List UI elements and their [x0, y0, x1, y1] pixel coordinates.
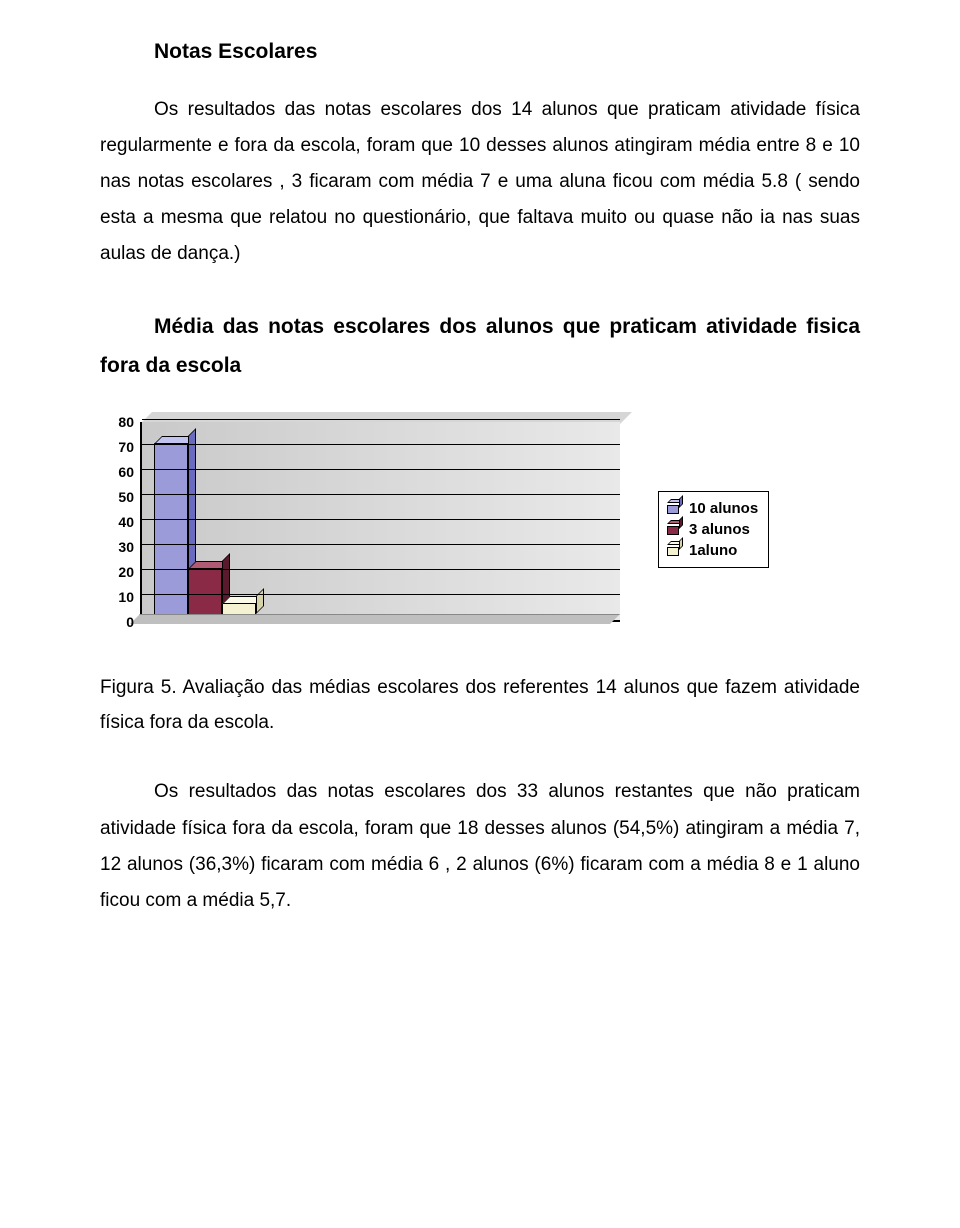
- legend-swatch: [667, 523, 683, 535]
- chart-container: 0 10 20 30 40 50 60 70 80 10 alunos 3 alunos 1alun…: [100, 414, 860, 644]
- legend-label: 3 alunos: [689, 521, 750, 538]
- bar-side: [256, 588, 264, 614]
- chart-gridline: [142, 419, 620, 420]
- paragraph-1: Os resultados das notas escolares dos 14…: [100, 92, 860, 272]
- chart-y-tick-label: 0: [100, 614, 134, 630]
- chart-y-tick-label: 40: [100, 514, 134, 530]
- legend-swatch: [667, 502, 683, 514]
- legend-label: 1aluno: [689, 542, 737, 559]
- chart-gridline: [142, 444, 620, 445]
- page-title: Notas Escolares: [100, 40, 860, 64]
- document-page: Notas Escolares Os resultados das notas …: [0, 0, 960, 1007]
- chart-y-tick-label: 60: [100, 464, 134, 480]
- legend-swatch: [667, 544, 683, 556]
- chart-y-tick-label: 20: [100, 564, 134, 580]
- chart-legend: 10 alunos 3 alunos 1aluno: [658, 491, 769, 568]
- chart-title-text: Média das notas escolares dos alunos que…: [100, 308, 860, 386]
- chart-y-tick-label: 80: [100, 414, 134, 430]
- legend-label: 10 alunos: [689, 500, 758, 517]
- chart-y-tick-label: 70: [100, 439, 134, 455]
- legend-item: 1aluno: [667, 540, 758, 561]
- chart-floor: [130, 614, 620, 624]
- chart-y-tick-label: 30: [100, 539, 134, 555]
- legend-item: 3 alunos: [667, 519, 758, 540]
- paragraph-2: Os resultados das notas escolares dos 33…: [100, 774, 860, 918]
- chart-plot: [140, 422, 620, 622]
- chart-gridline: [142, 519, 620, 520]
- chart-area: 0 10 20 30 40 50 60 70 80: [100, 414, 640, 644]
- chart-gridline: [142, 569, 620, 570]
- chart-y-tick-label: 50: [100, 489, 134, 505]
- chart-gridline: [142, 594, 620, 595]
- chart-gridline: [142, 494, 620, 495]
- chart-gridline: [142, 544, 620, 545]
- chart-gridline: [142, 469, 620, 470]
- chart-title: Média das notas escolares dos alunos que…: [100, 308, 860, 386]
- chart-y-tick-label: 10: [100, 589, 134, 605]
- legend-item: 10 alunos: [667, 498, 758, 519]
- figure-caption: Figura 5. Avaliação das médias escolares…: [100, 670, 860, 740]
